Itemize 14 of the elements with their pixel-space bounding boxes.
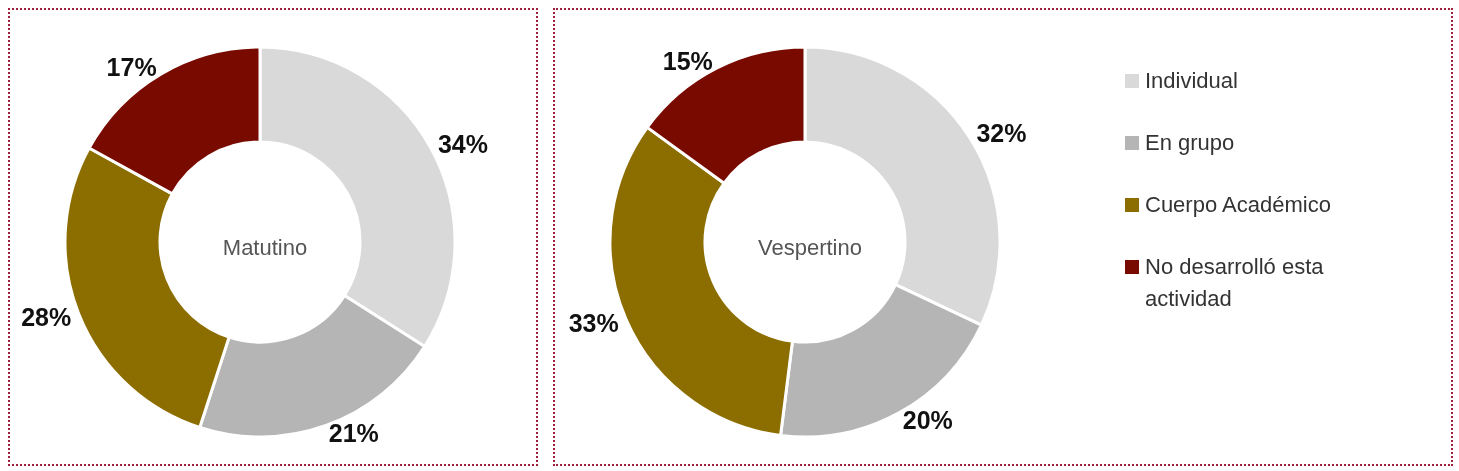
data-label: 28%: [21, 302, 72, 331]
data-label: 32%: [976, 119, 1027, 148]
legend-label: En grupo: [1145, 129, 1235, 157]
legend-label: No desarrolló esta actividad: [1145, 253, 1325, 313]
data-label: 34%: [437, 130, 488, 159]
data-label: 15%: [662, 47, 713, 76]
data-label: 17%: [106, 53, 157, 82]
data-label: 21%: [328, 419, 379, 447]
data-label: 33%: [568, 308, 619, 337]
legend-label: Individual: [1145, 67, 1238, 95]
text: Vespertino: [758, 234, 862, 260]
legend-label: Cuerpo Académico: [1145, 191, 1331, 219]
data-label: 20%: [902, 405, 953, 434]
text: Matutino: [222, 234, 308, 260]
